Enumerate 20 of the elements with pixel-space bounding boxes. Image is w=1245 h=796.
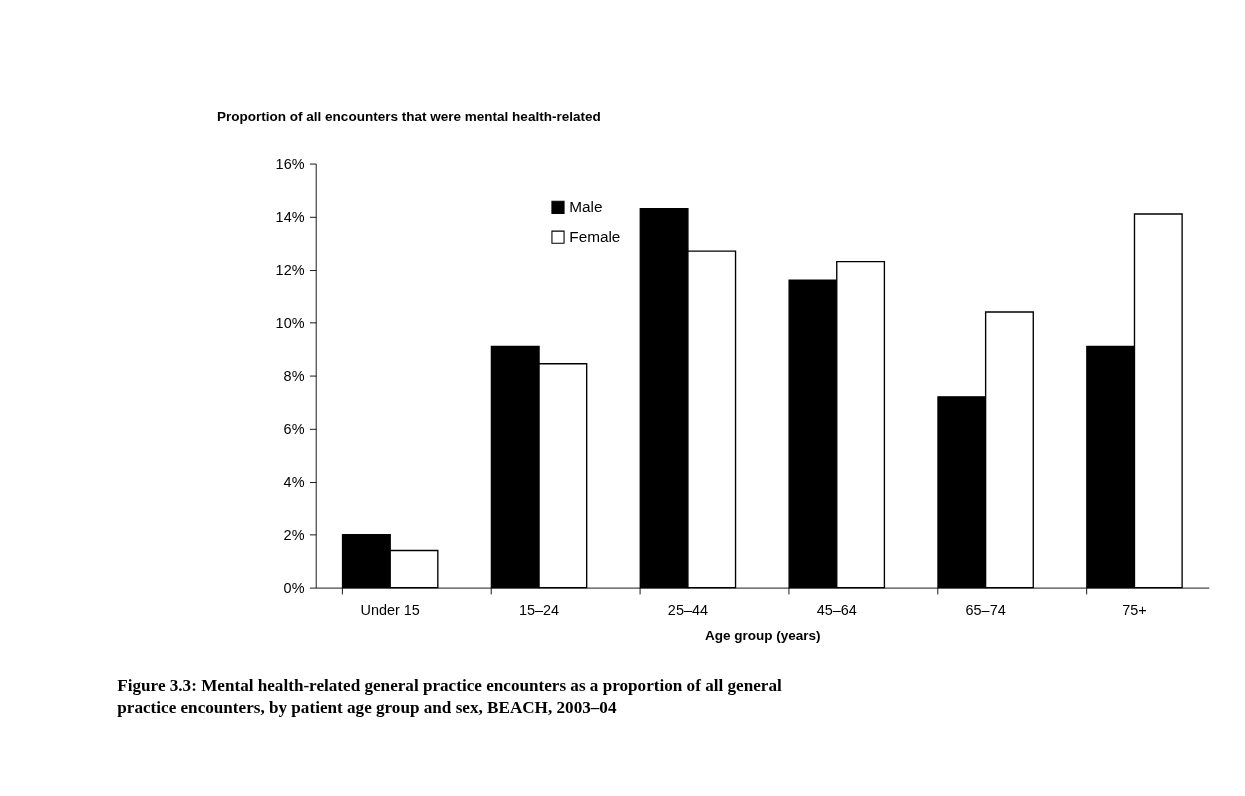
- x-tick-label: Under 15: [360, 602, 420, 619]
- x-tick-label: 15–24: [518, 602, 560, 619]
- y-tick-label: 14%: [275, 208, 305, 225]
- y-tick-label: 16%: [275, 155, 305, 172]
- x-tick-label: 65–74: [965, 602, 1006, 619]
- y-tick-label: 6%: [283, 420, 305, 437]
- legend-label: Female: [569, 227, 621, 245]
- x-tick-label: 45–64: [816, 602, 857, 619]
- y-tick-label: 12%: [275, 261, 305, 278]
- y-axis-title: Proportion of all encounters that were mental health-related: [216, 108, 601, 124]
- x-tick-label: 75+: [1122, 602, 1147, 619]
- y-tick-label: 10%: [275, 314, 305, 331]
- y-tick-label: 8%: [283, 367, 305, 384]
- x-axis-title: Age group (years): [704, 627, 821, 643]
- y-tick-label: 2%: [283, 526, 305, 543]
- y-tick-label: 0%: [283, 579, 305, 596]
- x-tick-label: 25–44: [667, 602, 708, 619]
- y-tick-label: 4%: [283, 473, 305, 490]
- caption: Figure 3.3: Mental health-related general practice encounters as a proportion of all general practice encounters, by patient age group and sex, BEACH, 2003–04: [117, 676, 782, 718]
- legend-label: Male: [569, 197, 603, 215]
